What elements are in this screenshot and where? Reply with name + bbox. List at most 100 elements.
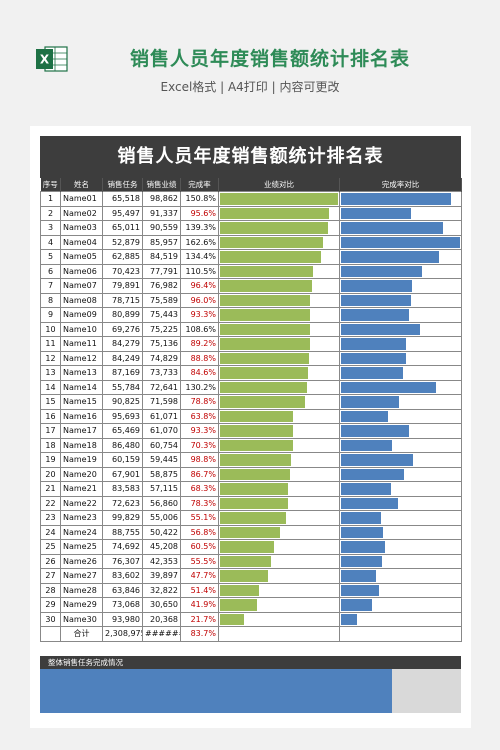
- cell-no: 8: [40, 292, 61, 308]
- cell-name: Name24: [60, 524, 103, 540]
- ranking-table: 序号 姓名 销售任务 销售业绩 完成率 业绩对比 完成率对比 1 Name01 65…: [40, 178, 462, 642]
- cell-name: Name14: [60, 379, 103, 395]
- actual-bar: [220, 309, 310, 321]
- cell-name: Name16: [60, 408, 103, 424]
- actual-bar: [220, 454, 291, 466]
- cell-actual-bar: [218, 249, 340, 265]
- page-subtitle: Excel格式 | A4打印 | 内容可更改: [160, 80, 340, 94]
- cell-actual: 71,598: [142, 394, 181, 410]
- cell-actual: 73,733: [142, 365, 181, 381]
- rate-bar: [341, 323, 420, 335]
- cell-rate-bar: [339, 350, 462, 366]
- cell-rate-bar: [339, 452, 462, 468]
- cell-rate: 98.8%: [180, 452, 219, 468]
- total-label: 合计: [60, 626, 103, 642]
- cell-actual-bar: [218, 408, 340, 424]
- cell-rate-bar: [339, 278, 462, 294]
- cell-actual-bar: [218, 582, 340, 598]
- table-row: 6 Name06 70,423 77,791 110.5%: [40, 263, 462, 279]
- cell-actual-bar: [218, 437, 340, 453]
- cell-actual-bar: [218, 611, 340, 627]
- cell-target: 95,497: [102, 205, 143, 221]
- rate-bar: [341, 280, 412, 292]
- cell-no: 24: [40, 524, 61, 540]
- actual-bar: [220, 439, 293, 451]
- cell-rate-bar: [339, 568, 462, 584]
- cell-target: 90,825: [102, 394, 143, 410]
- rate-bar: [341, 222, 443, 234]
- cell-rate: 93.3%: [180, 423, 219, 439]
- actual-bar: [220, 599, 257, 611]
- table-row: 9 Name09 80,899 75,443 93.3%: [40, 307, 462, 323]
- column-header-name: 姓名: [60, 178, 103, 192]
- cell-actual-bar: [218, 365, 340, 381]
- actual-bar: [220, 352, 309, 364]
- cell-name: Name30: [60, 611, 103, 627]
- cell-actual: 59,445: [142, 452, 181, 468]
- cell-actual-bar: [218, 394, 340, 410]
- rate-bar: [341, 207, 411, 219]
- cell-no: 12: [40, 350, 61, 366]
- actual-bar: [220, 280, 312, 292]
- cell-no: 15: [40, 394, 61, 410]
- svg-text:X: X: [40, 53, 50, 67]
- cell-name: Name05: [60, 249, 103, 265]
- cell-rate-bar: [339, 321, 462, 337]
- rate-bar: [341, 541, 385, 553]
- table-row: 25 Name25 74,692 45,208 60.5%: [40, 539, 462, 555]
- cell-no: 10: [40, 321, 61, 337]
- cell-actual: 55,006: [142, 510, 181, 526]
- column-header-no: 序号: [40, 178, 61, 192]
- actual-bar: [220, 483, 288, 495]
- cell-no: 22: [40, 495, 61, 511]
- cell-actual: 61,071: [142, 408, 181, 424]
- cell-rate: 55.1%: [180, 510, 219, 526]
- cell-rate-bar: [339, 336, 462, 352]
- cell-no: 28: [40, 582, 61, 598]
- cell-no: 29: [40, 597, 61, 613]
- cell-actual: 42,353: [142, 553, 181, 569]
- cell-name: Name28: [60, 582, 103, 598]
- total-rate: 83.7%: [180, 626, 219, 642]
- cell-rate: 68.3%: [180, 481, 219, 497]
- cell-rate-bar: [339, 524, 462, 540]
- actual-bar: [220, 193, 338, 205]
- cell-name: Name18: [60, 437, 103, 453]
- cell-actual: 72,641: [142, 379, 181, 395]
- cell-name: Name11: [60, 336, 103, 352]
- table-row: 5 Name05 62,885 84,519 134.4%: [40, 249, 462, 265]
- cell-rate-bar: [339, 466, 462, 482]
- cell-actual: 91,337: [142, 205, 181, 221]
- cell-name: Name02: [60, 205, 103, 221]
- cell-no: 20: [40, 466, 61, 482]
- cell-rate-bar: [339, 553, 462, 569]
- cell-rate-bar: [339, 365, 462, 381]
- cell-actual-bar: [218, 539, 340, 555]
- rate-bar: [341, 613, 357, 625]
- cell-target: 99,829: [102, 510, 143, 526]
- cell-rate-bar: [339, 495, 462, 511]
- cell-rate: 89.2%: [180, 336, 219, 352]
- cell-actual: 60,754: [142, 437, 181, 453]
- rate-bar: [341, 193, 451, 205]
- cell-rate: 47.7%: [180, 568, 219, 584]
- cell-name: Name26: [60, 553, 103, 569]
- cell-name: Name06: [60, 263, 103, 279]
- cell-actual-bar: [218, 350, 340, 366]
- rate-bar: [341, 251, 439, 263]
- cell-target: 73,068: [102, 597, 143, 613]
- actual-bar: [220, 425, 293, 437]
- cell-rate: 78.3%: [180, 495, 219, 511]
- actual-bar: [220, 236, 323, 248]
- table-row: 8 Name08 78,715 75,589 96.0%: [40, 292, 462, 308]
- actual-bar: [220, 294, 310, 306]
- cell-rate-bar: [339, 597, 462, 613]
- cell-actual-bar: [218, 191, 340, 207]
- rate-bar: [341, 425, 409, 437]
- cell-target: 86,480: [102, 437, 143, 453]
- table-row: 23 Name23 99,829 55,006 55.1%: [40, 510, 462, 526]
- cell-actual: 75,589: [142, 292, 181, 308]
- cell-rate-bar: [339, 582, 462, 598]
- cell-target: 87,169: [102, 365, 143, 381]
- actual-bar: [220, 338, 310, 350]
